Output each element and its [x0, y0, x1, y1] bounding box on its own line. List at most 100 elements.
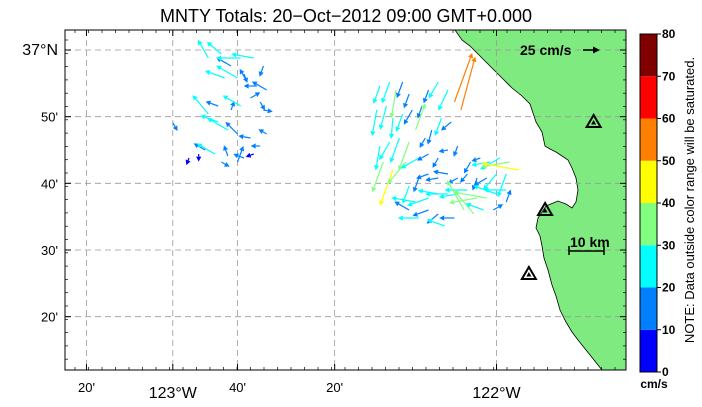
current-vector	[216, 55, 241, 61]
radar-sites	[520, 113, 603, 280]
colorbar-bin	[640, 245, 657, 288]
current-vectors	[172, 39, 520, 227]
current-vector	[453, 52, 474, 103]
current-vector	[416, 173, 429, 180]
current-vector	[460, 56, 477, 111]
lat-tick-label: 50'	[41, 110, 58, 125]
current-vector	[483, 173, 497, 191]
current-vector	[370, 109, 378, 137]
colorbar: 0 10 20 30 40 50 60 70 80	[639, 27, 676, 379]
current-vector	[447, 180, 465, 211]
current-vector	[438, 89, 449, 111]
current-vector	[243, 73, 248, 83]
colorbar-tick-label: 10	[662, 323, 676, 337]
graticule	[65, 30, 626, 370]
current-vector	[206, 41, 222, 55]
map-title: MNTY Totals: 20−Oct−2012 09:00 GMT+0.000	[160, 6, 532, 26]
current-vector	[196, 143, 216, 155]
colorbar-tick-label: 0	[662, 365, 669, 379]
current-vector	[403, 109, 413, 125]
current-vector	[505, 189, 512, 203]
current-vector	[205, 100, 219, 107]
colorbar-bin	[640, 287, 657, 330]
current-vector	[453, 145, 459, 157]
colorbar-tick-label: 50	[662, 154, 676, 168]
current-vector	[251, 81, 267, 91]
current-vector	[425, 176, 439, 183]
current-vector	[407, 197, 429, 207]
scale-bar: 10 km	[568, 234, 610, 255]
colorbar-bin	[640, 118, 657, 161]
current-vector	[372, 85, 381, 104]
colorbar-bin	[640, 160, 657, 203]
colorbar-tick-label: 60	[662, 112, 676, 126]
colorbar-note: NOTE: Data outside color range will be s…	[682, 57, 697, 343]
current-vector	[258, 129, 267, 135]
current-vector	[419, 137, 426, 148]
current-vector	[400, 157, 420, 169]
lat-tick-label: 20'	[41, 310, 58, 325]
current-vector	[432, 169, 449, 175]
current-vector	[391, 196, 416, 203]
colorbar-bin	[640, 76, 657, 119]
current-vector	[172, 122, 178, 132]
current-vector	[416, 105, 423, 119]
current-vector	[471, 157, 481, 162]
current-vector	[438, 148, 449, 154]
current-vector	[396, 81, 404, 99]
current-vector	[197, 39, 209, 59]
current-vector	[483, 187, 507, 193]
colorbar-tick-label: 80	[662, 27, 676, 41]
map-frame	[64, 29, 627, 371]
current-vector	[428, 81, 439, 99]
current-vector	[222, 95, 242, 107]
current-vector	[389, 89, 397, 119]
current-vector	[463, 161, 472, 174]
current-vector	[434, 117, 443, 136]
axis-ticks	[65, 30, 626, 370]
lat-tick-label: 37°N	[22, 42, 58, 59]
lat-tick-label: 30'	[41, 243, 58, 258]
current-vector	[185, 157, 191, 166]
lon-tick-label: 40'	[229, 380, 246, 395]
colorbar-tick-label: 70	[662, 69, 676, 83]
colorbar-tick-label: 40	[662, 196, 676, 210]
current-vector	[216, 65, 238, 79]
lon-tick-label: 20'	[326, 380, 343, 395]
lon-tick-label: 20'	[78, 380, 95, 395]
current-vector	[223, 145, 229, 157]
current-vector	[371, 161, 384, 193]
current-vector	[250, 143, 261, 149]
current-vector	[454, 190, 475, 215]
current-vector	[403, 93, 410, 109]
current-vector	[196, 154, 202, 162]
colorbar-tick-label: 30	[662, 238, 676, 252]
current-vector	[378, 105, 388, 130]
current-vector	[432, 157, 439, 168]
current-vector	[225, 121, 238, 135]
current-vector	[481, 161, 520, 171]
current-vector	[426, 218, 445, 227]
axis-tick-labels: 20' 123°W 40' 20' 122°W 37°N 50' 40' 30' 20'	[22, 42, 521, 402]
reference-vector: 25 cm/s	[520, 42, 600, 58]
current-vector	[233, 153, 245, 159]
current-vector	[200, 114, 219, 123]
reference-vector-label: 25 cm/s	[520, 42, 572, 58]
current-vector	[245, 152, 254, 158]
colorbar-bin	[640, 34, 657, 77]
current-vector	[250, 92, 261, 99]
current-vector	[204, 70, 225, 79]
current-vector	[243, 83, 257, 89]
current-vector	[381, 81, 391, 104]
current-vector	[373, 145, 381, 171]
current-vector	[258, 65, 265, 77]
lon-tick-label: 122°W	[472, 385, 521, 402]
current-vector	[426, 129, 433, 145]
current-vector	[397, 215, 419, 221]
site-triangle-icon	[536, 201, 554, 216]
current-vector	[412, 177, 420, 193]
current-vector	[389, 137, 400, 163]
current-vector	[259, 101, 265, 111]
current-vector	[395, 113, 404, 132]
